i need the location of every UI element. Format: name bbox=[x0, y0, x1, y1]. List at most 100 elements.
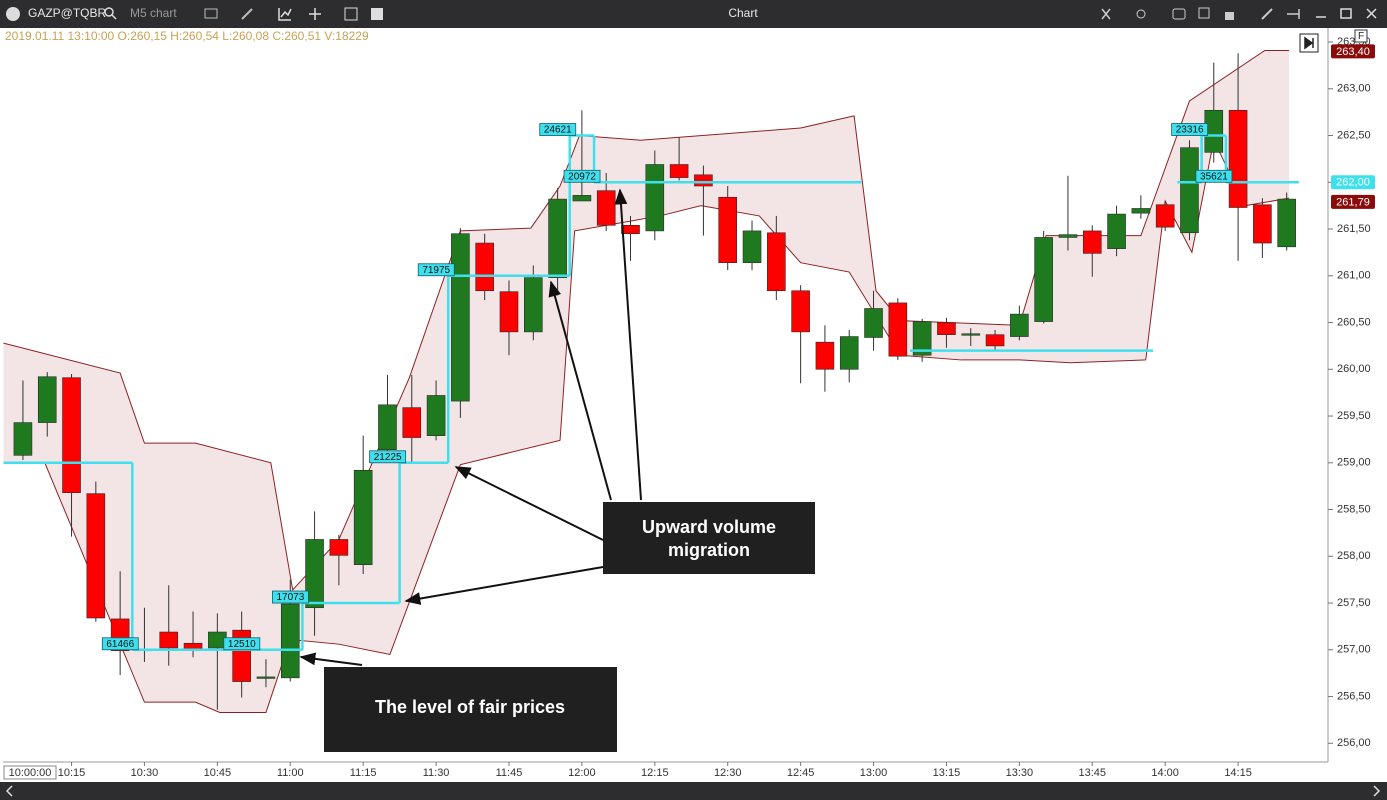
symbol[interactable]: GAZP@TQBR bbox=[28, 6, 107, 20]
annotation-text: migration bbox=[668, 540, 750, 560]
scroll-right[interactable] bbox=[1373, 785, 1381, 797]
x-tick-label: 11:45 bbox=[496, 767, 523, 779]
candle-body bbox=[937, 322, 956, 335]
price-marker-label: 262,00 bbox=[1336, 177, 1370, 189]
toolbar-background bbox=[0, 0, 1387, 28]
candle-body bbox=[1082, 230, 1102, 254]
scrollbar[interactable] bbox=[0, 782, 1387, 800]
x-tick-label: 14:00 bbox=[1151, 767, 1179, 779]
y-tick-label: 259,50 bbox=[1337, 410, 1371, 422]
candle-body bbox=[256, 676, 276, 679]
poc-volume-label: 12510 bbox=[228, 639, 256, 650]
overlay: 61466 12510 17073 21225 71975 24621 20972 23316… bbox=[3, 123, 1299, 652]
y-tick-label: 258,50 bbox=[1337, 503, 1371, 515]
poc-volume-box bbox=[1171, 123, 1209, 136]
poc-volume-label: 21225 bbox=[374, 452, 402, 463]
y-tick-label: 257,50 bbox=[1337, 597, 1371, 609]
poc-volume-box bbox=[563, 169, 601, 183]
x-tick-label: 10:15 bbox=[58, 767, 86, 779]
x-tick-label: 12:15 bbox=[641, 767, 669, 779]
candle-body bbox=[378, 404, 397, 450]
poc-volume-label: 17073 bbox=[277, 592, 305, 603]
x-tick-label: 10:30 bbox=[131, 767, 159, 779]
y-tick-label: 261,50 bbox=[1337, 223, 1371, 235]
x-tick-label: 13:45 bbox=[1078, 767, 1106, 779]
scale-mode-label[interactable]: F bbox=[1358, 31, 1364, 42]
tool-icon[interactable] bbox=[1101, 8, 1111, 20]
candle-body bbox=[523, 277, 543, 333]
candle-body bbox=[864, 308, 883, 338]
price-marker-label: 261,79 bbox=[1336, 196, 1370, 208]
pin-icon[interactable] bbox=[1287, 9, 1300, 19]
candle-body bbox=[548, 198, 567, 278]
scroll-left[interactable] bbox=[5, 785, 13, 797]
window-title: Chart bbox=[728, 6, 758, 20]
link-icon[interactable] bbox=[1136, 9, 1146, 19]
poc-volume-box bbox=[223, 637, 261, 651]
window-icon[interactable] bbox=[344, 7, 358, 21]
layout-icon[interactable] bbox=[371, 8, 383, 20]
candle-body bbox=[985, 334, 1005, 347]
indicator-icon[interactable] bbox=[278, 8, 292, 21]
price-marker bbox=[1331, 44, 1375, 59]
chart-name[interactable]: M5 chart bbox=[130, 6, 177, 20]
x-tick-label: 12:00 bbox=[568, 767, 596, 779]
maximize-button[interactable] bbox=[1340, 8, 1352, 19]
candle-body bbox=[451, 233, 470, 402]
scroll-to-end-icon bbox=[1304, 36, 1314, 50]
candle-body bbox=[426, 395, 446, 436]
axes: 256,00 256,50 257,00 257,50 258,00 258,50 259,… bbox=[58, 36, 1375, 779]
candle-body bbox=[1253, 204, 1272, 244]
annotation-box bbox=[324, 667, 617, 752]
settings-icon[interactable] bbox=[1261, 8, 1273, 20]
candle-body bbox=[353, 469, 373, 566]
y-tick-label: 258,00 bbox=[1337, 550, 1371, 562]
x-tick-label: 13:00 bbox=[860, 767, 888, 779]
candle-body bbox=[815, 341, 835, 370]
screenshot-icon[interactable] bbox=[1172, 8, 1186, 20]
cursor-time: 10:00:00 bbox=[9, 767, 52, 779]
poc-volume-box bbox=[539, 123, 577, 136]
draw-icon[interactable] bbox=[241, 8, 253, 20]
poc-volume-box bbox=[101, 637, 139, 651]
y-tick-label: 262,50 bbox=[1337, 129, 1371, 141]
search-icon[interactable] bbox=[104, 7, 114, 17]
candle-body bbox=[159, 631, 179, 649]
candle-body bbox=[1277, 198, 1296, 248]
poc-volume-label: 61466 bbox=[106, 639, 134, 650]
y-tick-label: 260,50 bbox=[1337, 316, 1371, 328]
candle-body bbox=[402, 407, 422, 438]
candle-body bbox=[912, 321, 932, 356]
candle-body bbox=[645, 164, 665, 232]
lock-icon[interactable] bbox=[1225, 12, 1234, 20]
candle-body bbox=[1155, 204, 1175, 228]
x-tick-label: 11:30 bbox=[423, 767, 450, 779]
ohlc-header: 2019.01.11 13:10:00 O:260,15 H:260,54 L:… bbox=[5, 29, 369, 43]
template-icon[interactable] bbox=[204, 8, 218, 19]
x-tick-label: 13:30 bbox=[1006, 767, 1034, 779]
candle-body bbox=[37, 376, 57, 423]
candle-body bbox=[1131, 208, 1151, 214]
price-marker-label: 263,40 bbox=[1336, 46, 1370, 58]
x-tick-label: 11:00 bbox=[277, 767, 304, 779]
poc-volume-label: 20972 bbox=[568, 171, 596, 182]
annotation-text: Upward volume bbox=[642, 517, 776, 537]
x-tick-label: 12:45 bbox=[787, 767, 815, 779]
candle-body bbox=[888, 302, 908, 357]
candle-body bbox=[499, 291, 519, 333]
candle-body bbox=[694, 174, 713, 187]
annotation-text: The level of fair prices bbox=[375, 697, 565, 717]
app-icon[interactable] bbox=[6, 7, 20, 21]
scale-mode-button[interactable] bbox=[1354, 29, 1368, 43]
poc-volume-box bbox=[1195, 169, 1233, 183]
candle-body bbox=[621, 224, 640, 235]
close-button[interactable] bbox=[1366, 8, 1377, 19]
copy-icon[interactable] bbox=[1198, 7, 1210, 19]
candle-body bbox=[1228, 109, 1248, 208]
candle-body bbox=[1107, 213, 1126, 249]
annotation-arrow bbox=[299, 652, 363, 666]
crosshair-icon[interactable] bbox=[309, 8, 321, 20]
candle-body bbox=[475, 242, 494, 292]
candle-body bbox=[1010, 313, 1029, 337]
candle-body bbox=[1058, 234, 1078, 238]
